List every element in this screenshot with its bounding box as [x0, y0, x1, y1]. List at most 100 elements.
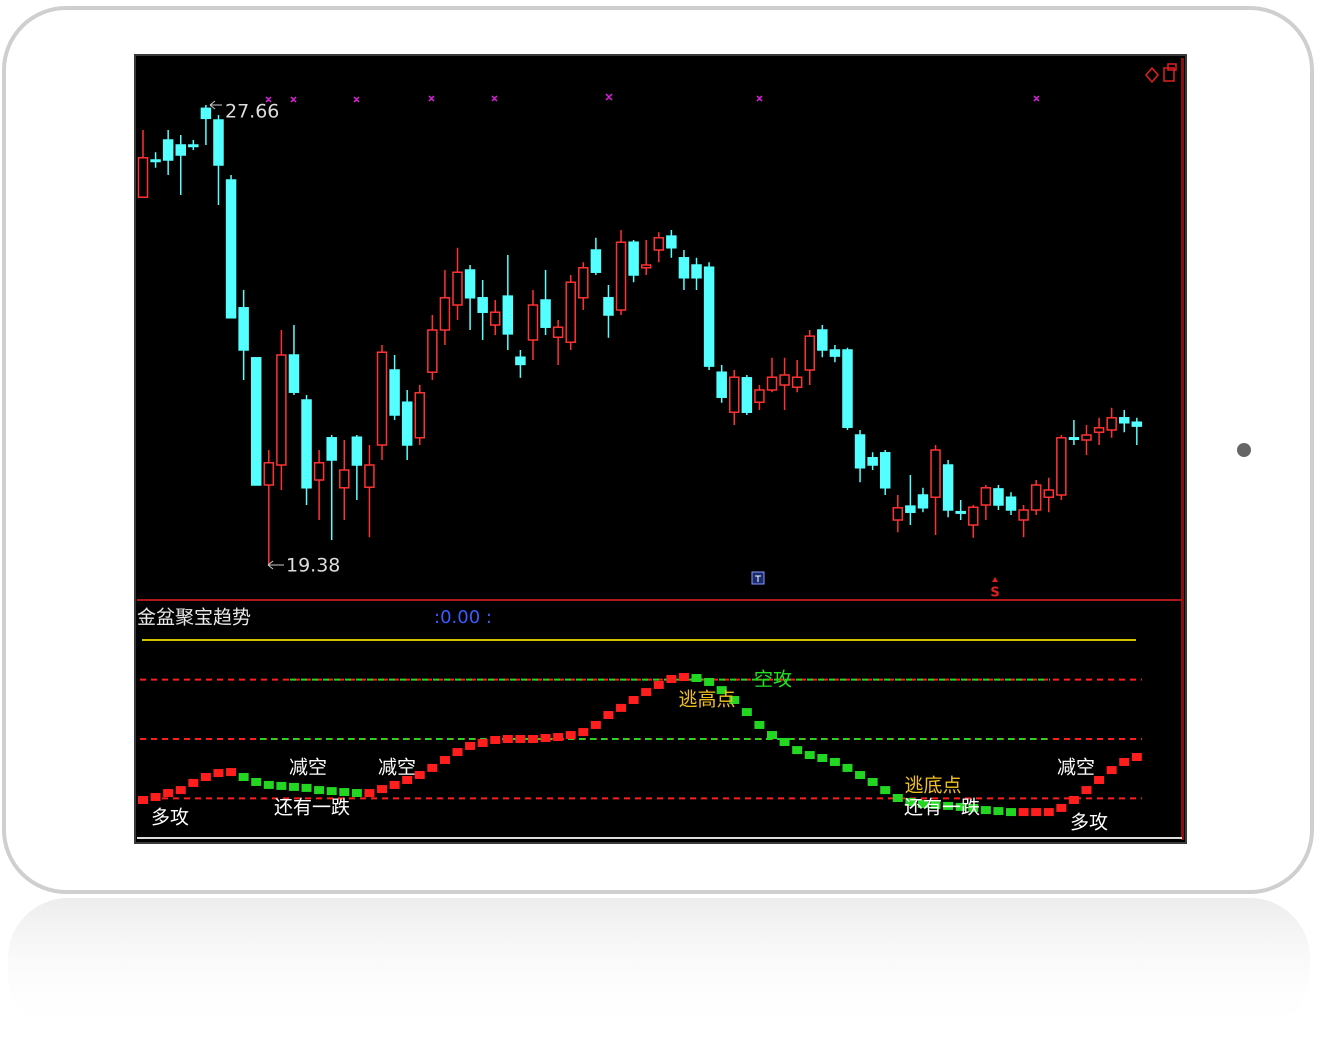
candle-body	[540, 299, 551, 328]
trend-block	[943, 801, 954, 810]
candle-body	[1018, 509, 1029, 521]
trend-block	[817, 754, 828, 763]
candle-body	[716, 371, 727, 398]
candle-body	[968, 506, 979, 526]
candle-body	[489, 311, 501, 326]
trend-block	[880, 786, 891, 795]
candle-body	[980, 487, 992, 506]
low-label: 19.38	[286, 555, 340, 577]
signal-annotation: 还有一跌	[274, 797, 350, 819]
candle-body	[942, 464, 954, 511]
candle-body	[867, 457, 878, 466]
candle-body	[666, 235, 677, 249]
candle-body	[691, 264, 702, 279]
trend-block	[314, 786, 325, 795]
candle-body	[754, 389, 765, 403]
trend-block	[767, 731, 777, 740]
trend-block	[377, 785, 388, 794]
trend-block	[892, 794, 903, 803]
trend-block	[590, 720, 601, 729]
trend-block	[741, 708, 752, 717]
trend-block	[527, 735, 538, 743]
trend-block	[1094, 775, 1105, 784]
trend-block	[1081, 786, 1092, 795]
trend-block	[276, 781, 287, 790]
candle-body	[993, 488, 1004, 506]
candle-body	[1081, 434, 1092, 441]
candle-body	[200, 107, 212, 120]
trend-block	[1031, 808, 1042, 817]
candle-body	[1056, 437, 1067, 496]
trend-block	[439, 755, 450, 764]
trend-block	[917, 799, 928, 808]
candle-body	[578, 267, 589, 299]
candle-body	[603, 297, 614, 316]
trend-block	[993, 807, 1004, 816]
trend-block	[477, 738, 488, 747]
trend-block	[578, 728, 589, 737]
candle-body	[250, 357, 262, 486]
trend-block	[288, 782, 299, 791]
candle-body	[791, 376, 803, 388]
trend-block	[1043, 808, 1054, 817]
trend-block	[326, 787, 337, 796]
candle-body	[1131, 421, 1143, 427]
candle-body	[729, 376, 740, 413]
signal-annotation: 逃高点	[678, 689, 735, 711]
candle-body	[842, 349, 853, 428]
indicator-readout: :0.00 :	[434, 607, 492, 628]
signal-label: S	[990, 586, 999, 601]
candle-body	[590, 249, 602, 273]
candle-body	[804, 335, 815, 371]
trend-block	[138, 795, 148, 804]
candle-body	[1030, 484, 1042, 511]
high-label: 27.66	[225, 101, 279, 123]
trend-block	[364, 789, 375, 798]
trend-block	[402, 775, 413, 784]
trend-block	[704, 677, 715, 686]
trend-block	[1068, 795, 1079, 804]
trend-block	[1131, 753, 1142, 762]
trend-block	[213, 769, 224, 778]
corner-icons[interactable]	[1145, 63, 1177, 84]
high-arrow	[209, 100, 222, 110]
trend-block	[238, 773, 249, 782]
candle-body	[351, 436, 363, 466]
candle-body	[905, 505, 916, 513]
trend-block	[1006, 808, 1017, 817]
candle-body	[150, 159, 161, 163]
candle-body	[552, 326, 564, 338]
candle-body	[401, 401, 413, 446]
candle-body	[678, 257, 690, 279]
signal-annotation: 减空	[1057, 757, 1095, 779]
trend-block	[616, 703, 627, 712]
candle-body	[389, 369, 400, 416]
trend-block	[301, 783, 312, 792]
trend-block	[980, 806, 991, 815]
trend-block	[641, 688, 652, 697]
trend-block	[1119, 757, 1130, 766]
candle-body	[879, 452, 891, 489]
trend-block	[414, 771, 425, 780]
signal-annotation: 逃底点	[904, 775, 961, 797]
trend-block	[1106, 766, 1117, 775]
signal-annotation: 空攻	[754, 669, 792, 691]
trend-block	[175, 786, 186, 795]
trend-block	[188, 778, 199, 787]
event-icon[interactable]	[751, 571, 765, 585]
home-button[interactable]	[1237, 443, 1251, 457]
candle-body	[137, 157, 149, 198]
trend-block	[263, 780, 274, 789]
candle-body	[225, 179, 237, 319]
candle-body	[1068, 437, 1080, 441]
trend-block	[603, 711, 614, 720]
trend-block	[842, 763, 853, 772]
candle-body	[439, 297, 451, 331]
trend-block	[465, 741, 476, 750]
trend-block	[502, 735, 513, 743]
candle-body	[452, 271, 463, 306]
candle-body	[376, 351, 388, 446]
trend-block	[729, 695, 740, 704]
candle-body	[766, 376, 778, 391]
